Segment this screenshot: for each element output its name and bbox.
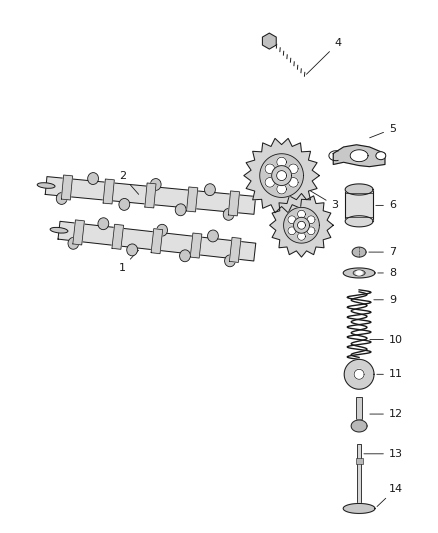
Text: 2: 2 <box>119 171 139 195</box>
Bar <box>357 444 361 508</box>
Ellipse shape <box>50 228 68 233</box>
Polygon shape <box>288 227 296 235</box>
Polygon shape <box>244 139 319 213</box>
Polygon shape <box>103 179 114 204</box>
Ellipse shape <box>150 179 161 190</box>
Ellipse shape <box>376 152 386 160</box>
Polygon shape <box>351 420 367 432</box>
Bar <box>356 397 362 419</box>
Polygon shape <box>265 164 275 174</box>
Polygon shape <box>73 220 85 245</box>
Polygon shape <box>356 271 362 275</box>
Ellipse shape <box>57 192 67 204</box>
Polygon shape <box>350 150 368 161</box>
Ellipse shape <box>205 184 215 196</box>
Bar <box>345 190 373 221</box>
Polygon shape <box>190 233 202 258</box>
Polygon shape <box>260 154 304 197</box>
Polygon shape <box>353 270 365 276</box>
Polygon shape <box>270 193 333 257</box>
Polygon shape <box>272 166 292 185</box>
Ellipse shape <box>88 173 99 184</box>
Polygon shape <box>345 184 373 195</box>
Text: 6: 6 <box>376 200 396 211</box>
Ellipse shape <box>98 218 109 230</box>
Text: 5: 5 <box>370 124 396 138</box>
Polygon shape <box>58 221 256 261</box>
Polygon shape <box>288 216 296 224</box>
Ellipse shape <box>37 183 55 188</box>
Polygon shape <box>297 221 305 229</box>
Text: 11: 11 <box>377 369 403 379</box>
Polygon shape <box>265 177 275 187</box>
Text: 12: 12 <box>370 409 403 419</box>
Polygon shape <box>283 207 319 243</box>
Ellipse shape <box>68 237 79 249</box>
Text: 13: 13 <box>364 449 403 459</box>
Ellipse shape <box>127 244 138 256</box>
Ellipse shape <box>208 230 219 242</box>
Ellipse shape <box>225 255 236 266</box>
Bar <box>356 458 363 464</box>
Polygon shape <box>145 183 156 208</box>
Text: 3: 3 <box>304 187 338 211</box>
Polygon shape <box>228 191 240 216</box>
Text: 1: 1 <box>119 250 138 273</box>
Polygon shape <box>293 217 309 233</box>
Polygon shape <box>289 177 298 187</box>
Polygon shape <box>277 184 286 194</box>
Polygon shape <box>333 145 385 167</box>
Text: 8: 8 <box>378 268 396 278</box>
Polygon shape <box>277 171 286 181</box>
Polygon shape <box>289 164 298 174</box>
Polygon shape <box>343 504 375 513</box>
Polygon shape <box>277 157 286 167</box>
Polygon shape <box>112 224 124 249</box>
Ellipse shape <box>223 208 234 220</box>
Polygon shape <box>151 229 162 254</box>
Text: 14: 14 <box>377 483 403 506</box>
Polygon shape <box>345 216 373 227</box>
Text: 9: 9 <box>374 295 396 305</box>
Polygon shape <box>352 247 366 257</box>
Ellipse shape <box>263 39 276 44</box>
Ellipse shape <box>180 250 191 262</box>
Polygon shape <box>61 175 73 200</box>
Text: 7: 7 <box>369 247 396 257</box>
Text: 10: 10 <box>370 335 403 344</box>
Polygon shape <box>307 227 315 235</box>
Polygon shape <box>343 268 375 278</box>
Ellipse shape <box>119 198 130 211</box>
Polygon shape <box>262 33 276 49</box>
Polygon shape <box>297 210 305 218</box>
Ellipse shape <box>157 224 167 236</box>
Polygon shape <box>307 216 315 224</box>
Polygon shape <box>297 232 305 240</box>
Polygon shape <box>354 369 364 379</box>
Polygon shape <box>187 187 198 212</box>
Text: 4: 4 <box>307 38 341 74</box>
Ellipse shape <box>175 204 186 216</box>
Polygon shape <box>230 237 241 262</box>
Polygon shape <box>344 359 374 389</box>
Polygon shape <box>45 176 256 214</box>
